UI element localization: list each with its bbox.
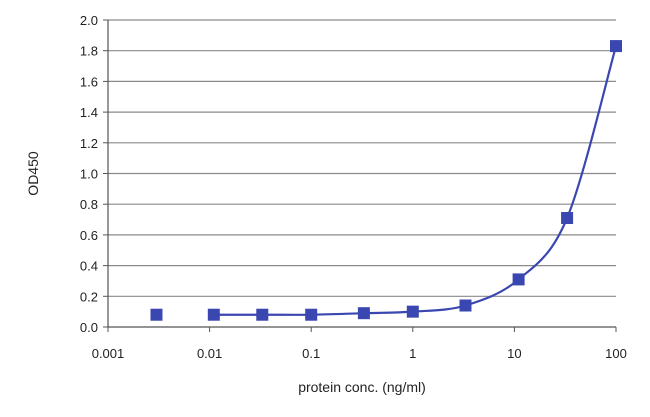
y-tick-label: 0.2 bbox=[80, 289, 98, 304]
data-point bbox=[256, 308, 269, 321]
fit-curve bbox=[213, 45, 618, 316]
y-tick-label: 0.0 bbox=[80, 320, 98, 335]
data-point bbox=[406, 305, 419, 318]
y-tick-label: 0.8 bbox=[80, 197, 98, 212]
x-tick-label: 100 bbox=[605, 346, 627, 361]
data-point bbox=[512, 273, 525, 286]
y-tick-label: 1.2 bbox=[80, 136, 98, 151]
y-tick-label: 1.8 bbox=[80, 44, 98, 59]
y-tick-label: 1.4 bbox=[80, 105, 98, 120]
data-points bbox=[150, 40, 622, 321]
y-axis-title: OD450 bbox=[25, 151, 41, 196]
data-point bbox=[357, 307, 370, 320]
data-point bbox=[459, 299, 472, 312]
x-tick-label: 0.01 bbox=[197, 346, 222, 361]
y-tick-label: 1.0 bbox=[80, 167, 98, 182]
data-point bbox=[207, 308, 220, 321]
data-point bbox=[305, 308, 318, 321]
x-tick-label: 10 bbox=[507, 346, 521, 361]
y-tick-label: 0.4 bbox=[80, 259, 98, 274]
gridlines bbox=[108, 19, 616, 297]
data-point bbox=[610, 40, 622, 53]
x-tick-label: 1 bbox=[409, 346, 416, 361]
fit-curve-line bbox=[213, 45, 618, 316]
x-tick-labels: 0.001 0.01 0.1 1 10 100 bbox=[92, 346, 627, 361]
data-point bbox=[150, 308, 163, 321]
y-tick-labels: 0.0 0.2 0.4 0.6 0.8 1.0 1.2 1.4 1.6 1.8 2.0 bbox=[80, 13, 98, 335]
x-axis-title: protein conc. (ng/ml) bbox=[298, 379, 426, 395]
x-tick-label: 0.1 bbox=[302, 346, 320, 361]
y-tick-label: 0.6 bbox=[80, 228, 98, 243]
y-tick-label: 1.6 bbox=[80, 74, 98, 89]
x-tick-label: 0.001 bbox=[92, 346, 125, 361]
axes bbox=[103, 19, 617, 332]
data-point bbox=[561, 212, 574, 225]
y-tick-label: 2.0 bbox=[80, 13, 98, 28]
